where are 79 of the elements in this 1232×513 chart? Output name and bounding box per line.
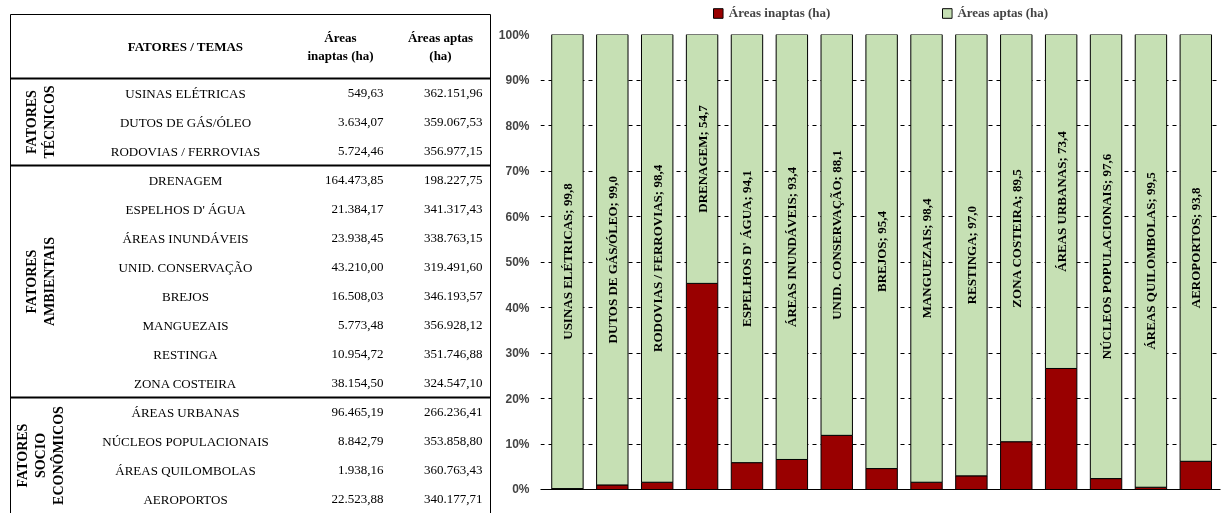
text: 23.938,45 bbox=[331, 230, 384, 245]
text: ÁREAS INUNDÁVEIS bbox=[122, 230, 249, 246]
text: 5.773,48 bbox=[338, 317, 384, 332]
y-tick-label: 60% bbox=[505, 209, 530, 224]
y-tick-label: 70% bbox=[505, 164, 530, 178]
text: 22.523,88 bbox=[331, 491, 384, 506]
y-tick-label: 50% bbox=[505, 255, 530, 269]
y-tick-label: 30% bbox=[505, 346, 530, 360]
text: 351.746,88 bbox=[424, 346, 483, 361]
legend-label: Áreas inaptas (ha) bbox=[728, 5, 831, 21]
legend-label: Áreas aptas (ha) bbox=[957, 5, 1049, 21]
data-label: ZONA COSTEIRA; 89,5 bbox=[1008, 168, 1024, 308]
text: RODOVIAS / FERROVIAS bbox=[110, 143, 261, 159]
text: 362.151,96 bbox=[424, 85, 483, 100]
text: 359.067,53 bbox=[424, 114, 483, 129]
y-tick-label: 20% bbox=[505, 391, 530, 406]
text: 164.473,85 bbox=[325, 172, 384, 187]
data-label: UNID. CONSERVAÇÃO; 88,1 bbox=[829, 150, 845, 320]
text: 21.384,17 bbox=[331, 201, 384, 216]
data-label: NÚCLEOS POPULACIONAIS; 97,6 bbox=[1098, 153, 1114, 360]
text: 96.465,19 bbox=[331, 404, 384, 419]
y-tick-label: 40% bbox=[505, 300, 530, 315]
text: DRENAGEM bbox=[148, 172, 223, 188]
text: 356.977,15 bbox=[424, 143, 483, 158]
text: Áreas inaptas (ha) bbox=[307, 30, 374, 63]
text: 338.763,15 bbox=[424, 230, 483, 245]
y-tick-label: 90% bbox=[505, 73, 530, 87]
text: UNID. CONSERVAÇÃO bbox=[118, 259, 253, 275]
text: 346.193,57 bbox=[424, 288, 483, 303]
data-label: DRENAGEM; 54,7 bbox=[694, 104, 710, 213]
text: ÁREAS URBANAS bbox=[131, 404, 240, 420]
text: 38.154,50 bbox=[331, 375, 384, 390]
text: MANGUEZAIS bbox=[142, 317, 229, 333]
text: BREJOS bbox=[162, 288, 209, 304]
data-label: MANGUEZAIS; 98,4 bbox=[919, 197, 935, 319]
data-label: BREJOS; 95,4 bbox=[874, 210, 890, 292]
text: 319.491,60 bbox=[424, 259, 483, 274]
text: AEROPORTOS bbox=[143, 491, 228, 507]
y-tick-label: 80% bbox=[505, 118, 530, 133]
text: 266.236,41 bbox=[424, 404, 483, 419]
text: RESTINGA bbox=[153, 346, 219, 362]
text: 549,63 bbox=[347, 85, 384, 100]
text: 324.547,10 bbox=[424, 375, 483, 390]
text: 340.177,71 bbox=[424, 491, 483, 506]
text: FATORES SOCIO ECONÔMICOS bbox=[15, 405, 66, 505]
data-label: RESTINGA; 97,0 bbox=[963, 206, 979, 305]
text: 3.634,07 bbox=[338, 114, 384, 129]
text: 353.858,80 bbox=[424, 433, 483, 448]
data-label: DUTOS DE GÁS/ÓLEO; 99,0 bbox=[604, 176, 620, 344]
text: 16.508,03 bbox=[331, 288, 384, 303]
data-label: ÁREAS INUNDÁVEIS; 93,4 bbox=[784, 166, 800, 327]
text: ÁREAS QUILOMBOLAS bbox=[115, 462, 256, 478]
text: 356.928,12 bbox=[424, 317, 483, 332]
text: ESPELHOS D' ÁGUA bbox=[125, 201, 247, 217]
text: 43.210,00 bbox=[331, 259, 384, 274]
data-label: ESPELHOS D' ÁGUA; 94,1 bbox=[739, 170, 755, 327]
text: 10.954,72 bbox=[331, 346, 384, 361]
text: Áreas aptas (ha) bbox=[407, 30, 474, 63]
data-label: AEROPORTOS; 93,8 bbox=[1188, 187, 1204, 309]
data-label: ÁREAS URBANAS; 73,4 bbox=[1053, 130, 1069, 272]
text: 360.763,43 bbox=[424, 462, 483, 477]
text: ZONA COSTEIRA bbox=[134, 375, 237, 391]
text: USINAS ELÉTRICAS bbox=[125, 85, 246, 101]
text: FATORES TÉCNICOS bbox=[24, 85, 57, 159]
y-tick-label: 100% bbox=[498, 27, 530, 42]
text: 341.317,43 bbox=[424, 201, 483, 216]
data-label: RODOVIAS / FERROVIAS; 98,4 bbox=[649, 164, 665, 352]
y-tick-label: 0% bbox=[512, 481, 530, 496]
text: 1.938,16 bbox=[338, 462, 384, 477]
data-label: USINAS ELÉTRICAS; 99,8 bbox=[559, 182, 575, 340]
text: NÚCLEOS POPULACIONAIS bbox=[102, 433, 269, 449]
text: 5.724,46 bbox=[338, 143, 384, 158]
text: FATORES AMBIENTAIS bbox=[24, 236, 57, 327]
text: 8.842,79 bbox=[338, 433, 384, 448]
text: FATORES / TEMAS bbox=[127, 39, 244, 54]
text: 198.227,75 bbox=[424, 172, 483, 187]
text: DUTOS DE GÁS/ÓLEO bbox=[119, 114, 252, 130]
y-tick-label: 10% bbox=[505, 437, 530, 451]
data-label: ÁREAS QUILOMBOLAS; 99,5 bbox=[1143, 171, 1159, 350]
